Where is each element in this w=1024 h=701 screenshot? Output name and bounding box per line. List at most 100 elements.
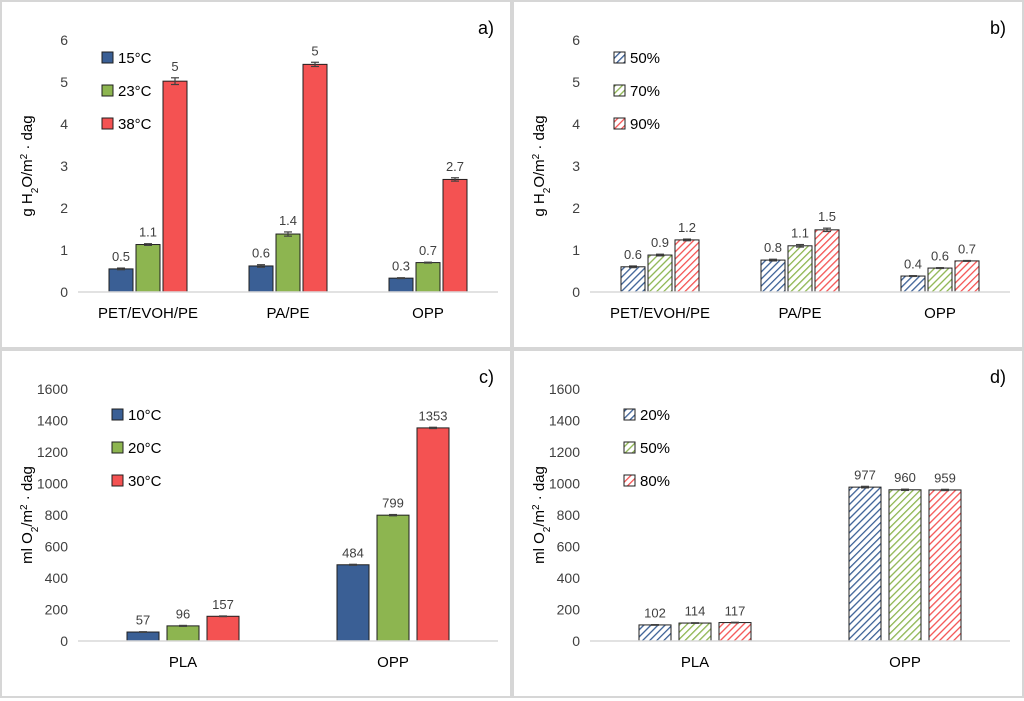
error-bar [963, 259, 971, 262]
legend-label: 38°C [118, 116, 152, 133]
legend-label: 50% [630, 50, 660, 67]
legend-swatch [613, 117, 626, 130]
legend-label: 70% [630, 83, 660, 100]
bar [888, 489, 922, 642]
bar [162, 80, 188, 293]
category-label: PET/EVOH/PE [98, 305, 198, 322]
legend-label: 90% [630, 116, 660, 133]
data-label: 0.5 [112, 249, 130, 264]
legend-label: 23°C [118, 83, 152, 100]
y-tick-label: 1400 [549, 413, 580, 429]
panel-label: c) [479, 367, 494, 387]
error-bar [257, 264, 265, 268]
legend-label: 20% [640, 407, 670, 424]
error-bar [311, 61, 319, 68]
y-tick-label: 6 [572, 32, 580, 48]
bar [275, 233, 301, 293]
y-tick-label: 5 [572, 74, 580, 90]
y-tick-label: 6 [60, 32, 68, 48]
error-bar [823, 227, 831, 233]
bar [166, 625, 200, 642]
error-bar [389, 513, 397, 517]
y-tick-label: 800 [45, 507, 69, 523]
error-bar [936, 267, 944, 270]
chart-panel-c: 0 200 400 600 800 1000 1200 1400 1600 ml O2/m2 · … [0, 349, 512, 698]
error-bar [796, 243, 804, 248]
data-label: 0.6 [624, 247, 642, 262]
bar [718, 622, 752, 642]
y-tick-label: 5 [60, 74, 68, 90]
data-label: 960 [894, 470, 916, 485]
bar [638, 624, 672, 642]
legend-swatch [623, 408, 636, 421]
data-label: 0.6 [931, 249, 949, 264]
error-bar [219, 615, 227, 618]
error-bar [861, 485, 869, 489]
error-bar [651, 624, 659, 626]
bar [206, 615, 240, 642]
error-bar [429, 426, 437, 430]
data-label: 0.8 [764, 240, 782, 255]
bar [927, 267, 953, 293]
y-tick-label: 1600 [549, 381, 580, 397]
y-tick-label: 600 [45, 539, 69, 555]
panel-label: a) [478, 18, 494, 38]
legend-swatch [613, 51, 626, 64]
data-label: 1.4 [279, 213, 297, 228]
bar [674, 239, 700, 293]
y-tick-label: 0 [60, 633, 68, 649]
y-tick-label: 1600 [37, 381, 68, 397]
y-axis-title: ml O2/m2 · dag [19, 466, 41, 564]
bar-chart-a: 0 1 2 3 4 5 6 g H2O/m2 · dag a) 0.5 1.1 5 PET/EVOH/P… [19, 18, 498, 322]
bar [900, 275, 926, 293]
y-tick-label: 1400 [37, 413, 68, 429]
data-label: 799 [382, 496, 404, 511]
legend-label: 80% [640, 473, 670, 490]
y-tick-label: 0 [60, 284, 68, 300]
error-bar [139, 631, 147, 633]
bar [928, 489, 962, 642]
y-tick-label: 200 [557, 602, 581, 618]
error-bar [691, 622, 699, 624]
bar [787, 245, 813, 293]
y-tick-label: 1000 [549, 476, 580, 492]
bar [954, 260, 980, 293]
data-label: 0.3 [392, 259, 410, 274]
data-label: 0.7 [419, 243, 437, 258]
bar [415, 262, 441, 293]
data-label: 484 [342, 545, 364, 560]
data-label: 117 [725, 603, 746, 618]
legend-label: 20°C [128, 440, 162, 457]
error-bar [683, 238, 691, 242]
legend-label: 10°C [128, 407, 162, 424]
error-bar [349, 563, 357, 566]
error-bar [117, 267, 125, 271]
category-label: PLA [681, 654, 709, 671]
chart-panel-a: 0 1 2 3 4 5 6 g H2O/m2 · dag a) 0.5 1.1 5 PET/EVOH/P… [0, 0, 512, 349]
legend-swatch [623, 441, 636, 454]
bar [416, 427, 450, 642]
error-bar [171, 77, 179, 86]
y-tick-label: 3 [572, 158, 580, 174]
bar-chart-c: 0 200 400 600 800 1000 1200 1400 1600 ml O2/m2 · … [19, 367, 498, 671]
data-label: 1.5 [818, 209, 836, 224]
legend-swatch [101, 117, 114, 130]
data-label: 977 [854, 467, 876, 482]
bar [620, 266, 646, 293]
data-label: 1.1 [791, 226, 809, 241]
y-tick-label: 1 [60, 242, 68, 258]
error-bar [901, 488, 909, 492]
chart-panel-b: 0 1 2 3 4 5 6 g H2O/m2 · dag b) 0.6 0.9 1.2 PET/EVOH… [512, 0, 1024, 349]
y-axis-title: ml O2/m2 · dag [531, 466, 553, 564]
category-label: PA/PE [778, 305, 821, 322]
bar [336, 564, 370, 642]
bar [302, 63, 328, 293]
category-label: OPP [377, 654, 409, 671]
category-label: PA/PE [266, 305, 309, 322]
y-tick-label: 2 [60, 200, 68, 216]
y-tick-label: 400 [557, 570, 581, 586]
y-tick-label: 1 [572, 242, 580, 258]
data-label: 2.7 [446, 159, 464, 174]
data-label: 0.6 [252, 246, 270, 261]
bar [108, 268, 134, 293]
